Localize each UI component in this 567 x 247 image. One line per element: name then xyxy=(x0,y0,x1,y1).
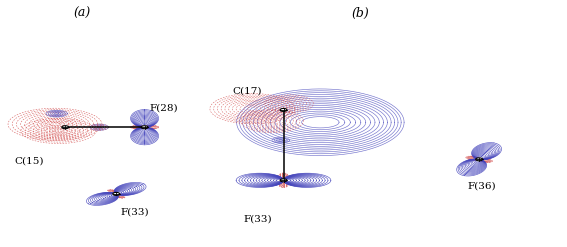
Text: F(33): F(33) xyxy=(121,207,149,216)
Circle shape xyxy=(280,179,287,182)
Text: (a): (a) xyxy=(74,7,91,21)
Text: F(28): F(28) xyxy=(149,103,177,112)
Text: (b): (b) xyxy=(351,7,369,21)
Circle shape xyxy=(280,108,287,111)
Text: F(33): F(33) xyxy=(244,215,272,224)
Text: C(17): C(17) xyxy=(232,86,262,95)
Circle shape xyxy=(476,158,483,161)
Circle shape xyxy=(141,126,148,129)
Text: C(15): C(15) xyxy=(14,157,44,166)
Text: F(36): F(36) xyxy=(468,182,496,190)
Circle shape xyxy=(113,192,120,195)
Circle shape xyxy=(62,126,69,129)
